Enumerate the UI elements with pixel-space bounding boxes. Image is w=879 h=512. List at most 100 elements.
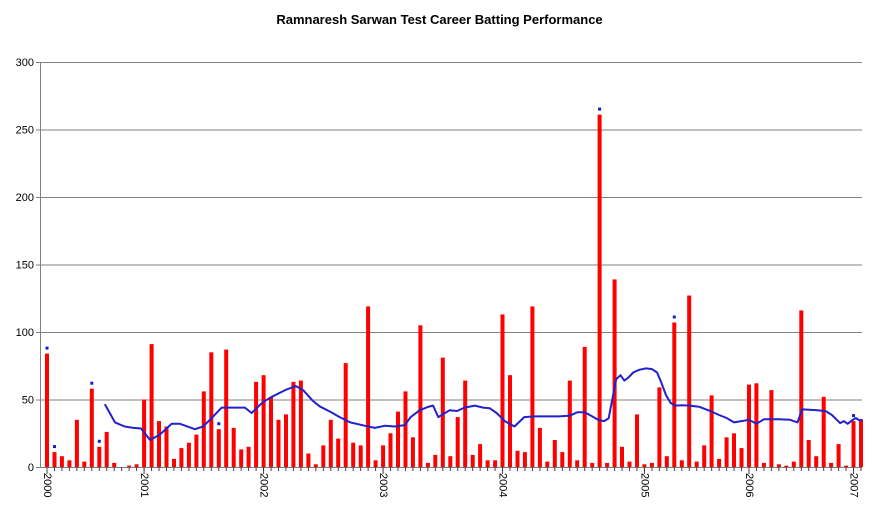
innings-bar [231,427,236,467]
innings-bar [814,456,819,467]
not-out-dot [45,346,49,350]
innings-bar [739,448,744,467]
innings-bar [358,445,363,467]
innings-bar [552,440,557,467]
innings-bar [82,461,87,467]
innings-bar [433,454,438,467]
innings-bar [567,380,572,467]
innings-bar [530,306,535,467]
chart-title: Ramnaresh Sarwan Test Career Batting Per… [276,12,603,27]
innings-bar [620,446,624,468]
innings-bar [186,442,191,467]
y-axis-label: 100 [16,327,34,339]
not-out-dot [53,445,56,449]
innings-bar [306,453,311,467]
innings-bar [321,445,326,467]
x-axis-year-label: 2002 [258,473,270,497]
not-out-dot [90,381,94,385]
innings-bar [209,352,214,468]
x-axis-year-label: 2000 [41,473,53,497]
innings-bar [821,396,826,467]
not-out-dot [217,422,221,426]
innings-bar [642,464,647,467]
innings-bar [388,433,393,468]
innings-bar [747,384,751,467]
innings-bar [194,434,199,467]
innings-bar [791,461,796,467]
not-out-dot [598,107,602,111]
innings-bar [575,460,580,468]
innings-bar [164,426,169,467]
innings-bar [508,375,512,467]
not-out-dot [852,414,855,418]
innings-bar [455,417,460,467]
innings-bar [201,391,206,467]
innings-bar [440,357,445,467]
innings-bar [418,325,423,468]
innings-bar [52,452,57,467]
innings-bar [612,279,617,467]
innings-bar [284,414,288,467]
innings-bar [844,465,849,467]
not-out-dot [672,315,676,319]
y-axis-label: 0 [28,462,34,474]
innings-bar [627,461,632,467]
innings-bar [717,458,722,467]
x-axis-year-label: 2006 [743,473,755,497]
innings-bar [664,456,669,467]
innings-bar [463,380,468,467]
x-axis-year-label: 2001 [138,473,150,497]
innings-bar [537,427,542,467]
y-axis-label: 50 [22,395,34,407]
innings-bar [776,464,781,467]
innings-bar [694,461,699,467]
not-out-dot [97,439,101,443]
innings-bar [590,462,595,467]
innings-bar [336,438,341,467]
innings-bar [448,456,453,467]
innings-bar [216,429,221,467]
innings-bar [500,314,505,467]
innings-bar [97,446,102,468]
innings-bar [470,454,475,467]
innings-bar [291,381,296,467]
innings-bar [522,452,527,467]
innings-bar [709,395,714,467]
innings-bar [687,295,692,467]
innings-bar [157,421,161,467]
innings-bar [478,444,483,467]
innings-bar [485,460,490,468]
innings-bar [425,462,430,467]
innings-bar [769,390,774,467]
innings-bar [67,460,72,468]
innings-bar [672,322,677,467]
innings-bar [328,419,333,468]
innings-bar [351,442,356,467]
innings-bar [724,437,729,467]
innings-bar [172,458,176,467]
innings-bar [806,440,811,467]
innings-bar [597,114,602,467]
innings-bar [313,464,318,467]
innings-bar [403,391,408,467]
y-axis-label: 150 [16,260,34,272]
x-axis-year-label: 2004 [497,473,509,497]
innings-bar [702,445,707,467]
x-axis-year-label: 2007 [848,473,860,497]
innings-bar [89,388,94,467]
innings-bar [605,462,610,467]
innings-bar [410,437,415,467]
innings-bar [366,306,371,467]
innings-bar [784,465,789,467]
innings-bar [635,414,639,467]
innings-bar [261,375,266,467]
innings-bar [761,462,766,467]
innings-bar [560,452,565,467]
y-axis-label: 300 [16,57,34,69]
innings-bar [679,460,684,468]
innings-bar [149,344,154,467]
innings-bar [545,461,550,467]
innings-bar [515,450,520,467]
